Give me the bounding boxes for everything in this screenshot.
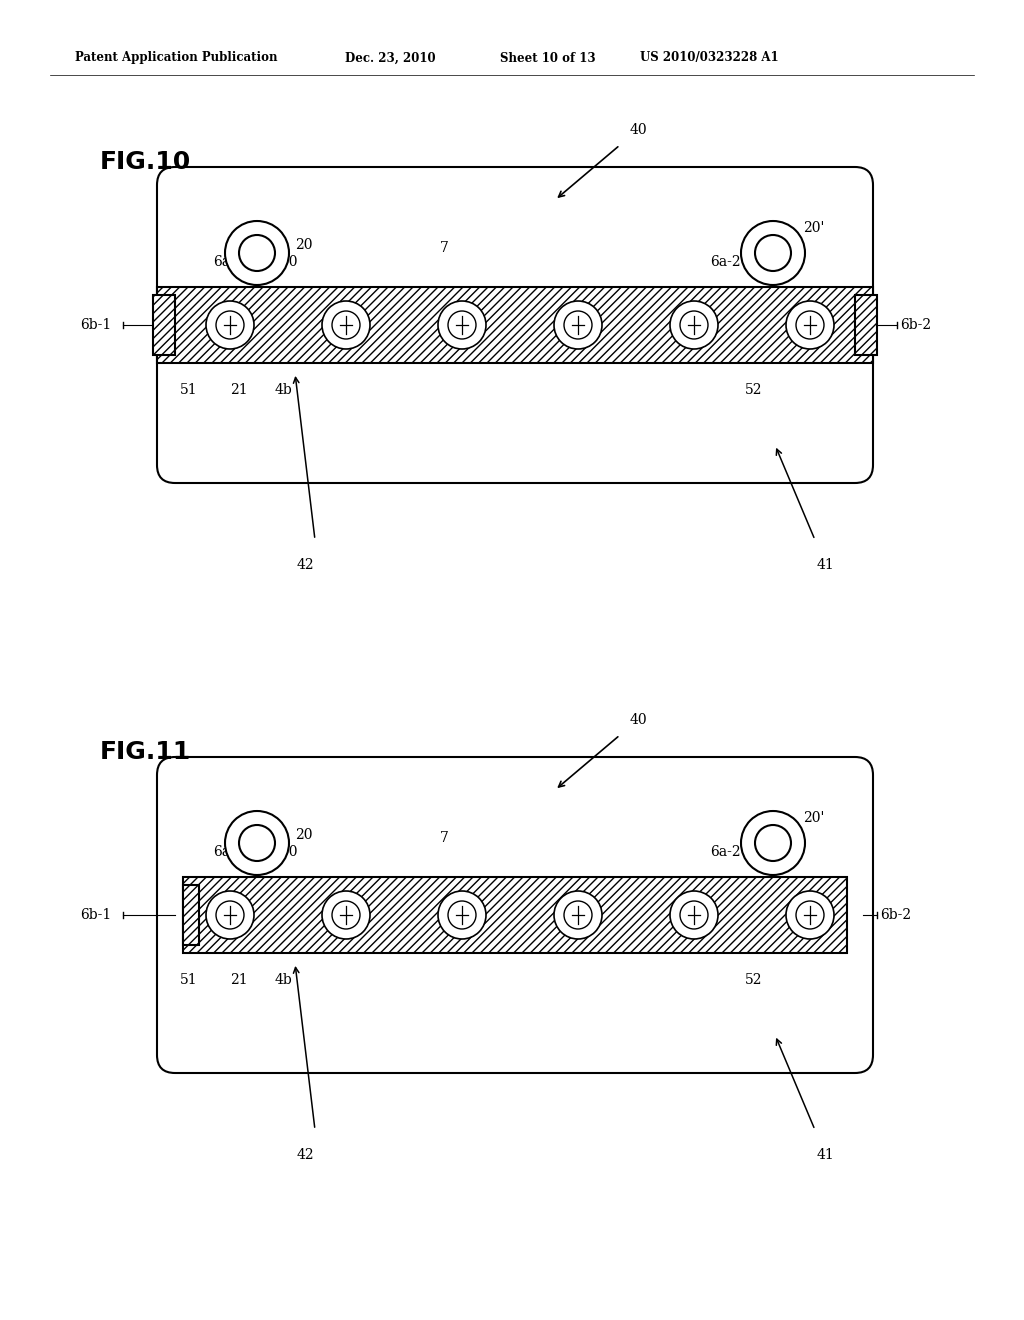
Text: Sheet 10 of 13: Sheet 10 of 13 bbox=[500, 51, 596, 65]
Text: 6a-1: 6a-1 bbox=[213, 845, 244, 859]
FancyBboxPatch shape bbox=[157, 756, 873, 1073]
Text: 51: 51 bbox=[180, 383, 198, 397]
Text: 6b-1: 6b-1 bbox=[80, 908, 112, 921]
Ellipse shape bbox=[741, 810, 805, 875]
Text: 20: 20 bbox=[295, 238, 312, 252]
Bar bbox=[157, 286, 873, 363]
Text: 6b-1: 6b-1 bbox=[80, 318, 112, 333]
Ellipse shape bbox=[239, 235, 275, 271]
Text: Dec. 23, 2010: Dec. 23, 2010 bbox=[345, 51, 435, 65]
Bar bbox=[855, 294, 877, 355]
Text: 40: 40 bbox=[630, 123, 647, 137]
Text: 6a-2: 6a-2 bbox=[710, 255, 740, 269]
Text: 41: 41 bbox=[816, 558, 834, 572]
Text: FIG.10: FIG.10 bbox=[100, 150, 191, 174]
FancyBboxPatch shape bbox=[157, 168, 873, 483]
Text: Patent Application Publication: Patent Application Publication bbox=[75, 51, 278, 65]
Ellipse shape bbox=[741, 220, 805, 285]
Text: 6b-2: 6b-2 bbox=[900, 318, 931, 333]
Ellipse shape bbox=[786, 301, 834, 348]
Text: US 2010/0323228 A1: US 2010/0323228 A1 bbox=[640, 51, 778, 65]
Bar bbox=[855, 294, 877, 355]
Text: 20': 20' bbox=[803, 810, 824, 825]
Ellipse shape bbox=[755, 825, 791, 861]
Text: 4b: 4b bbox=[275, 383, 293, 397]
Text: 42: 42 bbox=[296, 558, 313, 572]
Bar bbox=[157, 286, 873, 363]
Ellipse shape bbox=[239, 825, 275, 861]
Ellipse shape bbox=[225, 810, 289, 875]
Text: 6b-2: 6b-2 bbox=[880, 908, 911, 921]
Text: 7: 7 bbox=[440, 242, 449, 255]
Ellipse shape bbox=[206, 891, 254, 939]
Text: 30: 30 bbox=[280, 255, 298, 269]
Text: 42: 42 bbox=[296, 1148, 313, 1162]
Bar bbox=[183, 876, 847, 953]
Bar bbox=[153, 294, 175, 355]
Ellipse shape bbox=[554, 891, 602, 939]
Text: FIG.11: FIG.11 bbox=[100, 741, 191, 764]
Text: 6a-1: 6a-1 bbox=[213, 255, 244, 269]
Text: 21: 21 bbox=[230, 383, 248, 397]
Text: 41: 41 bbox=[816, 1148, 834, 1162]
Text: 20': 20' bbox=[803, 220, 824, 235]
Ellipse shape bbox=[670, 301, 718, 348]
Text: 21: 21 bbox=[230, 973, 248, 987]
Ellipse shape bbox=[322, 891, 370, 939]
Ellipse shape bbox=[554, 301, 602, 348]
Ellipse shape bbox=[438, 891, 486, 939]
Ellipse shape bbox=[670, 891, 718, 939]
Ellipse shape bbox=[786, 891, 834, 939]
Bar bbox=[183, 884, 199, 945]
Ellipse shape bbox=[322, 301, 370, 348]
Bar bbox=[153, 294, 175, 355]
Text: 51: 51 bbox=[180, 973, 198, 987]
Text: 20: 20 bbox=[295, 828, 312, 842]
Text: 52: 52 bbox=[745, 973, 763, 987]
Text: 6a-2: 6a-2 bbox=[710, 845, 740, 859]
Ellipse shape bbox=[438, 301, 486, 348]
Text: 7: 7 bbox=[440, 832, 449, 845]
Text: 30: 30 bbox=[280, 845, 298, 859]
Text: 52: 52 bbox=[745, 383, 763, 397]
Text: 4b: 4b bbox=[275, 973, 293, 987]
Text: 40: 40 bbox=[630, 713, 647, 727]
Bar bbox=[183, 884, 199, 945]
Ellipse shape bbox=[755, 235, 791, 271]
Ellipse shape bbox=[225, 220, 289, 285]
Ellipse shape bbox=[206, 301, 254, 348]
Bar bbox=[183, 876, 847, 953]
